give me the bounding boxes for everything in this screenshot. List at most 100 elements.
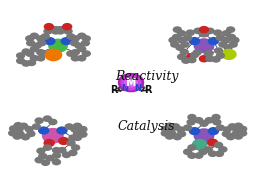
Circle shape	[216, 52, 225, 59]
Circle shape	[62, 151, 71, 158]
Circle shape	[226, 26, 235, 33]
Circle shape	[68, 134, 78, 141]
Text: M: M	[126, 78, 136, 88]
Circle shape	[45, 155, 55, 161]
Circle shape	[38, 153, 47, 160]
Circle shape	[56, 28, 65, 35]
Circle shape	[118, 74, 144, 92]
Circle shape	[171, 123, 180, 130]
Circle shape	[64, 123, 74, 130]
Circle shape	[121, 75, 141, 90]
Circle shape	[228, 123, 237, 130]
Circle shape	[34, 117, 44, 124]
Circle shape	[194, 128, 214, 143]
Circle shape	[36, 49, 45, 56]
Circle shape	[8, 130, 17, 136]
Circle shape	[167, 126, 176, 133]
Circle shape	[208, 127, 219, 135]
Circle shape	[78, 131, 88, 138]
Circle shape	[211, 114, 221, 121]
Circle shape	[81, 40, 90, 46]
Circle shape	[38, 126, 50, 135]
Circle shape	[57, 147, 67, 154]
Circle shape	[177, 131, 186, 137]
Circle shape	[44, 23, 54, 30]
Circle shape	[189, 37, 200, 45]
Circle shape	[32, 123, 41, 130]
Circle shape	[230, 37, 240, 43]
Circle shape	[187, 114, 196, 121]
Circle shape	[36, 55, 45, 62]
Circle shape	[183, 149, 192, 155]
Circle shape	[192, 139, 208, 150]
Circle shape	[45, 49, 62, 61]
Text: R: R	[110, 85, 118, 95]
Circle shape	[199, 55, 209, 63]
Circle shape	[52, 159, 61, 165]
Circle shape	[43, 139, 55, 147]
Circle shape	[52, 147, 61, 154]
Circle shape	[71, 55, 80, 62]
Circle shape	[21, 48, 31, 55]
Circle shape	[205, 55, 215, 62]
Circle shape	[43, 115, 52, 122]
Circle shape	[204, 146, 213, 153]
Circle shape	[186, 53, 196, 61]
Circle shape	[16, 52, 25, 59]
Circle shape	[44, 37, 56, 45]
Circle shape	[48, 39, 68, 53]
Circle shape	[207, 139, 218, 147]
Circle shape	[24, 126, 34, 133]
Circle shape	[186, 119, 196, 125]
Circle shape	[199, 120, 209, 127]
Circle shape	[238, 125, 247, 132]
Circle shape	[198, 149, 208, 155]
Circle shape	[226, 134, 235, 140]
Circle shape	[13, 122, 23, 129]
Circle shape	[25, 35, 34, 42]
Circle shape	[66, 33, 75, 40]
Circle shape	[66, 140, 76, 146]
Circle shape	[41, 159, 50, 166]
Circle shape	[41, 50, 50, 57]
Circle shape	[211, 56, 221, 63]
Circle shape	[232, 126, 241, 133]
Circle shape	[30, 55, 39, 62]
Circle shape	[14, 126, 24, 133]
Circle shape	[78, 126, 88, 133]
Circle shape	[218, 146, 228, 153]
Circle shape	[56, 126, 68, 135]
Circle shape	[194, 38, 214, 53]
Circle shape	[215, 150, 224, 157]
Circle shape	[128, 80, 134, 85]
Circle shape	[66, 50, 75, 57]
Circle shape	[190, 52, 199, 58]
Circle shape	[185, 29, 195, 36]
Circle shape	[51, 28, 61, 35]
Circle shape	[13, 133, 22, 140]
Circle shape	[181, 57, 190, 64]
Circle shape	[21, 134, 30, 140]
Circle shape	[218, 41, 228, 48]
Circle shape	[30, 46, 39, 52]
Circle shape	[175, 44, 185, 51]
Circle shape	[32, 42, 42, 49]
Circle shape	[15, 130, 25, 137]
Circle shape	[26, 40, 35, 46]
Circle shape	[194, 117, 204, 124]
Circle shape	[180, 41, 190, 48]
Circle shape	[234, 133, 243, 140]
Circle shape	[19, 122, 28, 129]
Circle shape	[214, 142, 223, 148]
Circle shape	[208, 150, 217, 157]
Circle shape	[183, 35, 192, 41]
Circle shape	[177, 53, 186, 60]
Text: Reactivity: Reactivity	[115, 70, 178, 83]
Circle shape	[27, 59, 36, 66]
Circle shape	[192, 49, 202, 56]
Circle shape	[25, 50, 34, 57]
Circle shape	[42, 128, 64, 144]
Circle shape	[165, 122, 174, 129]
Circle shape	[167, 131, 177, 137]
Circle shape	[71, 144, 80, 151]
